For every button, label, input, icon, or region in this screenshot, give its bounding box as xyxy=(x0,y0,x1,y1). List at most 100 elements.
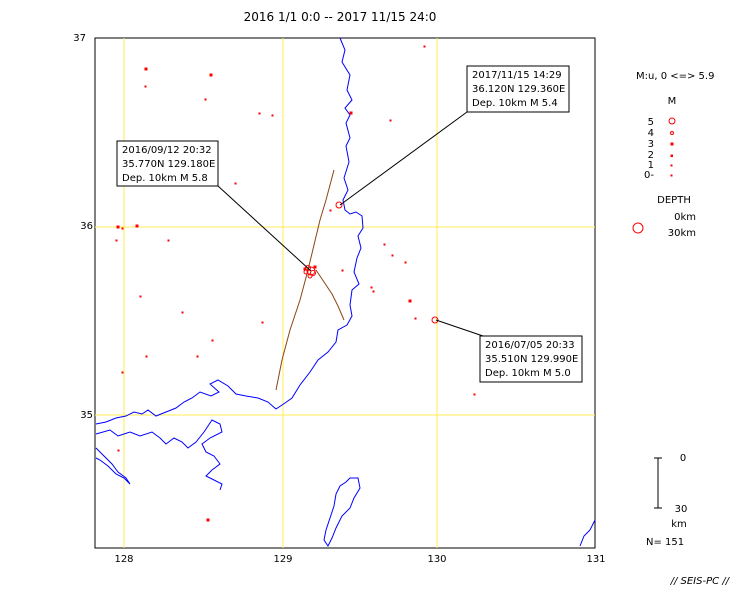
quake-dot xyxy=(144,85,147,88)
callout-box xyxy=(116,140,219,187)
depth-symbol xyxy=(632,222,644,234)
lon-label-128: 128 xyxy=(114,554,133,565)
quake-dot xyxy=(196,355,199,358)
quake-dot xyxy=(167,239,170,242)
callout-location: 35.510N 129.990E xyxy=(485,354,578,365)
quake-dot xyxy=(391,254,394,257)
coastline xyxy=(95,37,596,547)
mag-level-0: 0- xyxy=(644,170,654,181)
south-coast xyxy=(95,419,223,491)
mag-symbol-1 xyxy=(670,164,673,167)
quake-dot xyxy=(404,261,407,264)
magnitude-legend: M:u, 0 <=> 5.9 M 5 4 3 2 1 0- xyxy=(636,71,714,181)
map-frame xyxy=(94,37,596,549)
mag-symbol-0 xyxy=(670,174,673,177)
quake-cluster xyxy=(307,273,313,279)
quake-dot xyxy=(139,295,142,298)
map-title: 2016 1/1 0:0 -- 2017 11/15 24:0 xyxy=(244,10,437,24)
magnitude-header: M xyxy=(668,96,677,107)
leader-2016-09 xyxy=(217,185,312,272)
lon-label-131: 131 xyxy=(586,554,605,565)
quake-dot xyxy=(383,243,386,246)
quake-dot xyxy=(349,111,353,115)
leader-2016-07 xyxy=(435,319,484,337)
footer-credit: // SEIS-PC // xyxy=(670,576,731,587)
callout-depth-mag: Dep. 10km M 5.4 xyxy=(472,98,558,109)
scale-top-label: 0 xyxy=(680,453,686,464)
quake-dot xyxy=(209,73,213,77)
mag-symbol-2 xyxy=(670,154,673,157)
lon-label-130: 130 xyxy=(427,554,446,565)
depth-scale xyxy=(654,457,662,509)
magnitude-range: M:u, 0 <=> 5.9 xyxy=(636,71,714,82)
mag-level-3: 3 xyxy=(648,139,654,150)
depth-header: DEPTH xyxy=(657,195,691,206)
quake-dot xyxy=(473,393,476,396)
mag-symbol-5 xyxy=(668,117,676,125)
callout-location: 36.120N 129.360E xyxy=(472,84,565,95)
callout-datetime: 2016/07/05 20:33 xyxy=(485,340,575,351)
quake-dot xyxy=(408,299,412,303)
mag-symbols xyxy=(668,117,676,177)
quake-dot xyxy=(389,119,392,122)
quake-dot xyxy=(313,265,317,269)
leader-2017 xyxy=(339,111,468,206)
depth-0km: 0km xyxy=(674,212,696,223)
scale-bottom-label: 30 xyxy=(675,504,688,515)
callout-location: 35.770N 129.180E xyxy=(122,159,215,170)
quake-dot xyxy=(211,339,214,342)
mag-level-4: 4 xyxy=(648,128,654,139)
axis-labels: 37 36 35 128 129 130 131 xyxy=(73,33,605,565)
callout-2016-09: 2016/09/12 20:32 35.770N 129.180E Dep. 1… xyxy=(116,140,219,187)
callout-datetime: 2016/09/12 20:32 xyxy=(122,145,212,156)
callout-datetime: 2017/11/15 14:29 xyxy=(472,70,562,81)
scale-unit: km xyxy=(671,519,687,530)
mag-level-5: 5 xyxy=(648,117,654,128)
ulsan-fault xyxy=(315,269,345,321)
quake-dot xyxy=(423,45,426,48)
tsushima-island xyxy=(323,477,361,547)
quake-dot xyxy=(372,290,375,293)
quake-mainshock-2016-07 xyxy=(431,316,439,324)
quake-dot xyxy=(261,321,264,324)
quake-dot xyxy=(121,227,124,230)
quake-dot xyxy=(144,67,148,71)
quake-dot xyxy=(271,114,274,117)
quake-dot xyxy=(370,286,373,289)
quake-dot xyxy=(258,112,261,115)
quake-dot xyxy=(341,269,344,272)
callout-2017: 2017/11/15 14:29 36.120N 129.360E Dep. 1… xyxy=(466,65,570,113)
lon-label-129: 129 xyxy=(273,554,292,565)
callout-depth-mag: Dep. 10km M 5.8 xyxy=(122,173,208,184)
callout-box xyxy=(466,65,570,113)
quake-dot xyxy=(117,449,120,452)
quake-dot xyxy=(303,267,307,271)
event-count: N= 151 xyxy=(646,537,684,548)
quake-dot xyxy=(116,225,120,229)
lat-label-35: 35 xyxy=(80,410,93,421)
quake-dot xyxy=(115,239,118,242)
quake-dot xyxy=(206,518,210,522)
callout-2016-07: 2016/07/05 20:33 35.510N 129.990E Dep. 1… xyxy=(479,335,583,383)
south-coast-west xyxy=(95,447,131,485)
quake-dot xyxy=(135,224,139,228)
quake-dot xyxy=(204,98,207,101)
quake-dot xyxy=(414,317,417,320)
lat-label-37: 37 xyxy=(73,33,86,44)
callout-depth-mag: Dep. 10km M 5.0 xyxy=(485,368,571,379)
callout-box xyxy=(479,335,583,383)
quake-dot xyxy=(121,371,124,374)
mag-level-1: 1 xyxy=(648,160,654,171)
japan-coast xyxy=(579,519,596,547)
callout-leaders xyxy=(217,111,484,337)
korea-east-coast xyxy=(95,37,364,425)
mag-symbol-3 xyxy=(670,142,674,146)
mag-symbol-4 xyxy=(670,131,674,135)
lat-label-36: 36 xyxy=(80,221,93,232)
mag-level-2: 2 xyxy=(648,150,654,161)
depth-30km: 30km xyxy=(668,228,696,239)
grid-lines xyxy=(95,38,595,548)
quake-dot xyxy=(145,355,148,358)
quake-cluster xyxy=(310,270,316,276)
